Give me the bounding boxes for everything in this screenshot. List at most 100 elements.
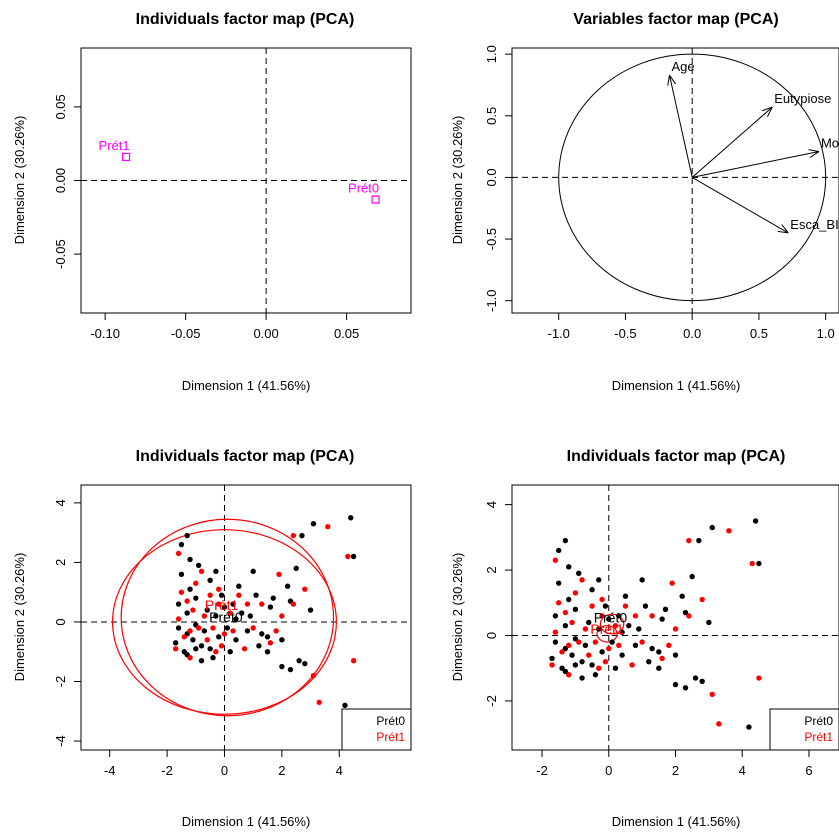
data-point: [178, 589, 185, 595]
variable-arrow: [692, 152, 819, 178]
legend-entry: Prét1: [804, 730, 833, 744]
data-point: [689, 573, 695, 580]
data-point: [572, 662, 579, 668]
data-point: [599, 613, 605, 619]
data-point: [669, 580, 675, 586]
data-point: [290, 601, 297, 607]
data-point: [562, 537, 569, 544]
data-point: [198, 568, 205, 575]
x-axis-label: Dimension 1 (41.56%): [612, 378, 741, 393]
data-point: [582, 626, 589, 632]
data-point: [253, 592, 259, 598]
x-tick-label: 4: [739, 763, 746, 778]
data-point: [348, 515, 354, 521]
y-tick-label: -4: [53, 735, 68, 747]
individual-label: Prét0: [348, 181, 379, 196]
panel-individuals-map-3: Individuals factor map (PCA) -4 -2 0 2 4 -4 -2…: [12, 448, 412, 829]
y-tick-label: 0.0: [484, 168, 499, 186]
data-point: [213, 568, 219, 575]
data-point: [273, 628, 279, 634]
x-tick-label: -4: [104, 763, 116, 778]
data-point: [187, 628, 193, 634]
data-point: [686, 613, 692, 619]
data-point: [549, 662, 555, 668]
data-point: [572, 606, 579, 613]
data-point: [172, 646, 179, 652]
data-point: [566, 672, 572, 678]
data-point: [632, 613, 639, 619]
data-point: [672, 626, 679, 632]
x-tick-label: 0: [221, 763, 228, 778]
data-point: [672, 652, 679, 658]
data-point: [201, 613, 208, 619]
data-point: [250, 625, 256, 631]
data-point: [556, 580, 562, 586]
data-point: [279, 637, 285, 643]
data-point: [619, 652, 625, 658]
data-point: [566, 596, 572, 603]
data-point: [178, 571, 185, 578]
data-point: [325, 523, 331, 530]
x-tick-label: -2: [536, 763, 548, 778]
data-point: [184, 598, 190, 604]
data-point: [178, 541, 185, 548]
variable-arrow: [691, 176, 788, 232]
data-point: [287, 666, 294, 673]
data-point: [259, 601, 265, 607]
x-tick-label: 4: [336, 763, 343, 778]
data-point: [586, 652, 592, 658]
x-tick-label: 0.00: [253, 326, 278, 341]
data-point: [752, 518, 759, 524]
data-point: [198, 657, 205, 664]
individual-point: [121, 152, 131, 162]
legend-entry: Prét0: [376, 714, 405, 728]
data-point: [622, 593, 629, 599]
data-point: [619, 629, 625, 635]
data-point: [579, 675, 585, 681]
data-point: [692, 675, 699, 681]
y-tick-label: -0.5: [484, 228, 499, 250]
data-point: [244, 628, 251, 634]
x-tick-label: 2: [278, 763, 285, 778]
x-tick-label: -0.5: [614, 326, 636, 341]
data-point: [244, 601, 251, 607]
data-point: [636, 626, 642, 632]
data-point: [726, 528, 732, 534]
group-label: Prét0: [594, 609, 628, 625]
data-point: [606, 645, 612, 652]
data-point: [193, 646, 199, 652]
group-label: Prét0: [209, 609, 243, 625]
panel-individuals-map-1: Individuals factor map (PCA) -0.10 -0.05 0…: [12, 11, 412, 393]
y-tick-label: 4: [484, 501, 499, 508]
data-point: [184, 532, 190, 539]
data-point: [264, 649, 271, 655]
variable-label: Age: [671, 59, 694, 74]
data-point: [198, 643, 205, 649]
data-point: [632, 642, 639, 649]
data-point: [221, 631, 228, 637]
correlation-circle: [558, 53, 827, 302]
data-point: [596, 626, 602, 632]
data-point: [549, 655, 555, 662]
data-point: [233, 616, 239, 622]
data-point: [659, 616, 665, 622]
data-point: [682, 685, 689, 691]
data-point: [662, 606, 669, 613]
data-point: [672, 681, 679, 688]
data-point: [193, 580, 199, 586]
data-point: [612, 665, 619, 671]
data-point: [556, 600, 562, 606]
x-tick-label: 0.0: [683, 326, 701, 341]
data-point: [699, 596, 705, 603]
data-point: [679, 593, 685, 599]
data-point: [264, 634, 271, 640]
plot-frame: [511, 47, 839, 314]
data-point: [342, 702, 348, 709]
data-point: [582, 642, 589, 649]
data-point: [221, 604, 228, 610]
data-point: [716, 721, 722, 727]
data-point: [616, 613, 622, 619]
data-point: [709, 524, 715, 531]
